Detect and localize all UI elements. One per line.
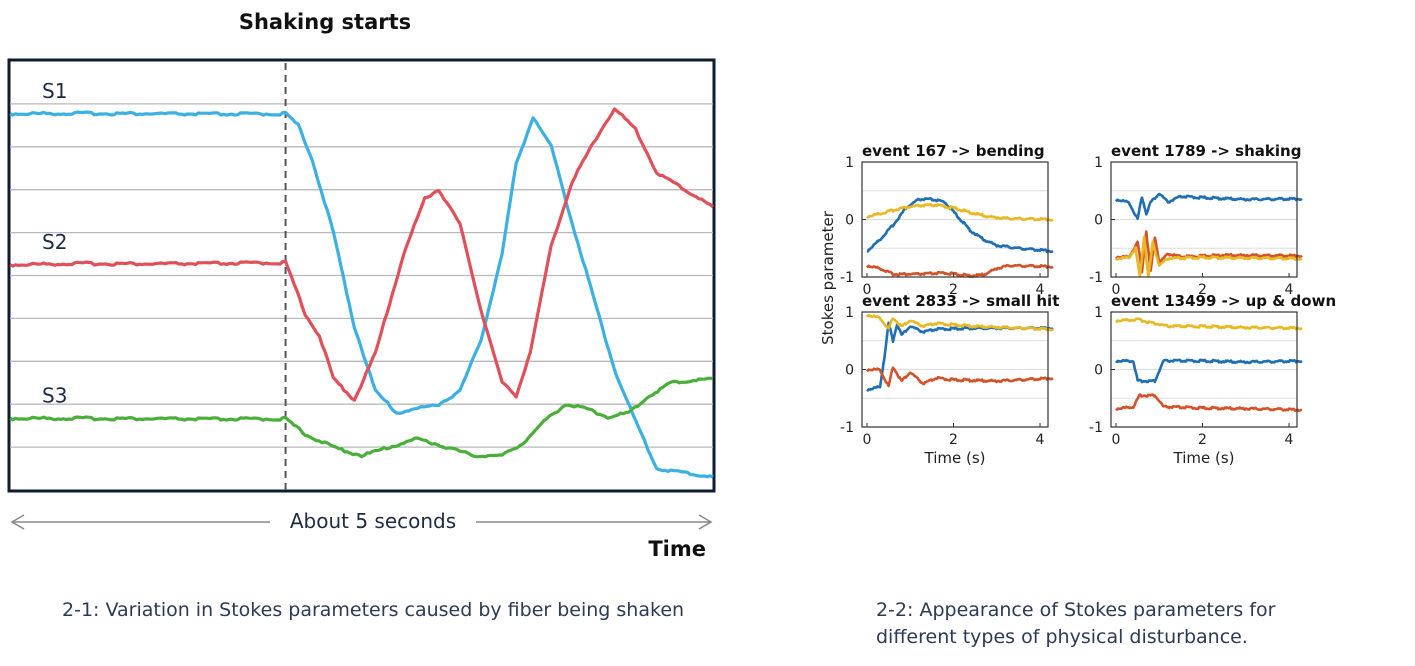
panel-series-line [1115,230,1303,274]
series-line-s1 [9,110,714,479]
panel-series-line [865,314,1054,332]
chart-title-shaking-starts: Shaking starts [239,10,411,34]
x-tick-label: 4 [1036,282,1045,298]
y-tick-label: 1 [845,305,854,321]
panel-title: event 2833 -> small hit [862,292,1059,310]
panel-series-line [1115,317,1303,331]
panel-title: event 167 -> bending [862,142,1045,160]
y-tick-label: -1 [1089,270,1103,286]
main-chart: Shaking starts S1 S2 S3 About 5 seconds … [7,10,716,561]
caption-right: 2-2: Appearance of Stokes parameters for… [876,599,1276,648]
y-tick-label: 1 [1094,305,1103,321]
x-tick-label: 2 [1198,282,1207,298]
y-tick-label: 1 [1094,155,1103,171]
panel-title: event 13499 -> up & down [1111,292,1336,310]
x-tick-label: 0 [863,282,872,298]
panel-title: event 1789 -> shaking [1111,142,1301,160]
panel-x-axis-label: Time (s) [1173,449,1235,467]
y-tick-label: 0 [1094,363,1103,379]
x-tick-label: 2 [1198,432,1207,448]
series-line-s2 [9,107,715,402]
x-tick-label: 0 [1112,432,1121,448]
y-tick-label: -1 [840,270,854,286]
panel-series-line [866,197,1054,254]
y-tick-label: -1 [1089,420,1103,436]
panel-3: event 2833 -> small hit -1 0 1 0 2 4 Time (s) [840,292,1059,467]
x-tick-label: 2 [949,432,958,448]
series-label-s1: S1 [42,79,67,103]
x-axis-label: Time [648,537,706,561]
panel-series-line [866,203,1054,222]
y-tick-label: 1 [845,155,854,171]
panel-2: event 1789 -> shaking -1 0 1 0 2 4 [1089,142,1303,298]
panel-series-line [866,366,1054,388]
grid-lines [10,103,713,448]
panel-4: event 13499 -> up & down -1 0 1 0 2 4 Time (s) [1089,292,1336,467]
shared-y-axis-label: Stokes parameter [819,210,837,345]
panel-series-line [1115,235,1303,278]
y-tick-label: 0 [845,213,854,229]
panel-series-line [1114,192,1303,221]
panel-series-line [865,263,1054,279]
series-group [9,107,715,479]
span-arrow-right-head [698,514,713,530]
y-tick-label: 0 [845,363,854,379]
span-arrow-left-head [10,514,25,530]
y-tick-label: -1 [840,420,854,436]
y-tick-label: 0 [1094,213,1103,229]
series-label-s2: S2 [42,230,67,254]
panel-series-line [1115,358,1303,384]
panel-series-line [1115,393,1303,412]
x-tick-label: 4 [1285,282,1294,298]
panel-x-axis-label: Time (s) [924,449,986,467]
span-label: About 5 seconds [290,509,456,533]
x-tick-label: 2 [949,282,958,298]
x-tick-label: 4 [1285,432,1294,448]
series-line-s3 [9,376,714,459]
x-tick-label: 4 [1036,432,1045,448]
x-tick-label: 0 [863,432,872,448]
x-tick-label: 0 [1112,282,1121,298]
panel-1: event 167 -> bending -1 0 1 0 2 4 [840,142,1054,298]
series-label-s3: S3 [42,383,67,407]
caption-left: 2-1: Variation in Stokes parameters caus… [62,599,685,621]
